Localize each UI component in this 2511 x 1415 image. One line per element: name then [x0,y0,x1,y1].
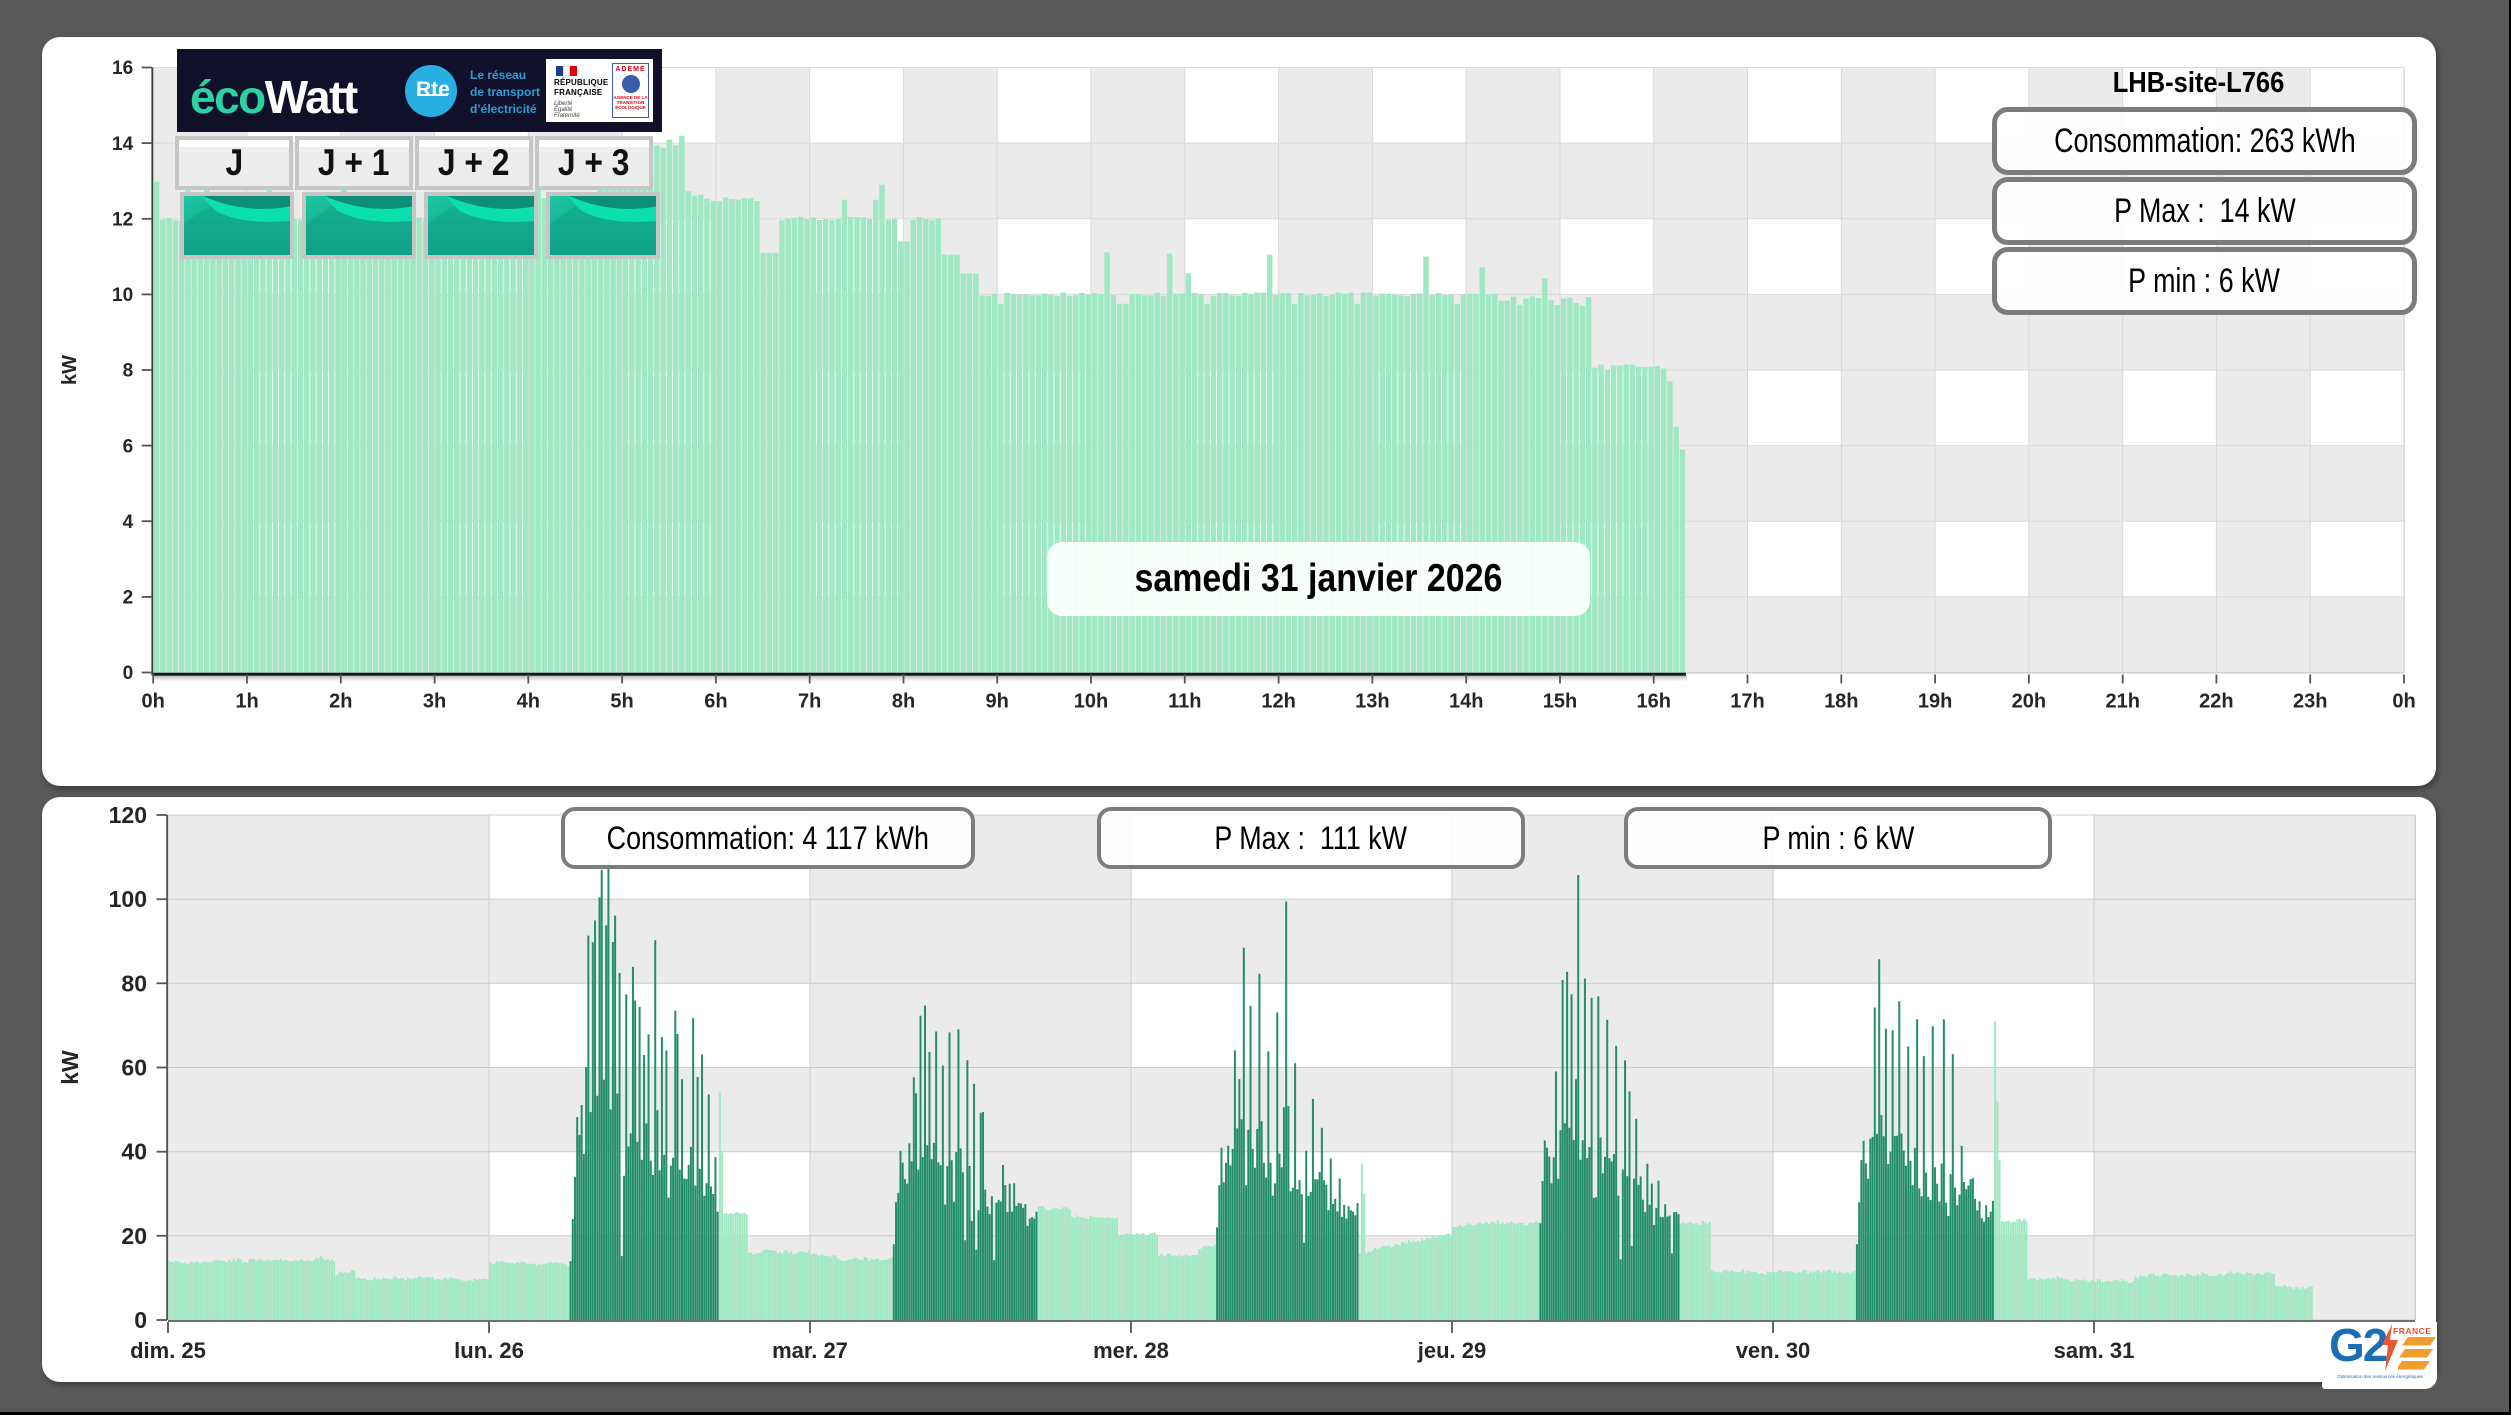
svg-text:40: 40 [121,1139,147,1165]
svg-text:5h: 5h [610,691,633,713]
svg-text:14: 14 [112,134,134,155]
svg-text:3h: 3h [423,691,446,713]
svg-text:23h: 23h [2293,691,2327,713]
svg-text:10: 10 [112,285,133,306]
svg-text:4: 4 [123,512,134,533]
svg-text:19h: 19h [1918,691,1952,713]
svg-text:mar. 27: mar. 27 [772,1338,848,1363]
svg-text:mer. 28: mer. 28 [1093,1338,1169,1363]
svg-text:20: 20 [121,1223,147,1249]
svg-text:6h: 6h [704,691,727,713]
svg-text:1h: 1h [235,691,258,713]
svg-text:0: 0 [123,663,134,684]
svg-text:0: 0 [134,1307,147,1333]
svg-text:17h: 17h [1730,691,1764,713]
svg-text:10h: 10h [1074,691,1108,713]
svg-text:8h: 8h [892,691,915,713]
svg-text:kW: kW [59,355,81,385]
svg-text:2: 2 [123,588,134,609]
svg-text:2h: 2h [329,691,352,713]
svg-text:20h: 20h [2012,691,2046,713]
svg-text:kW: kW [57,1050,83,1085]
svg-text:60: 60 [121,1055,147,1081]
svg-text:120: 120 [109,802,147,828]
svg-text:11h: 11h [1168,691,1201,713]
svg-text:12h: 12h [1261,691,1295,713]
svg-text:16: 16 [112,58,133,79]
svg-text:sam. 31: sam. 31 [2054,1338,2135,1363]
svg-text:16h: 16h [1636,691,1670,713]
svg-text:80: 80 [121,970,147,996]
svg-text:4h: 4h [517,691,540,713]
svg-text:dim. 25: dim. 25 [130,1338,206,1363]
svg-text:21h: 21h [2105,691,2139,713]
svg-text:0h: 0h [142,691,165,713]
svg-text:12: 12 [112,209,133,230]
svg-text:jeu. 29: jeu. 29 [1417,1338,1486,1363]
svg-text:0h: 0h [2392,691,2415,713]
svg-text:7h: 7h [798,691,821,713]
svg-text:13h: 13h [1355,691,1389,713]
svg-text:18h: 18h [1824,691,1858,713]
svg-text:8: 8 [123,361,134,382]
svg-text:14h: 14h [1449,691,1483,713]
svg-text:ven. 30: ven. 30 [1736,1338,1811,1363]
svg-text:15h: 15h [1543,691,1577,713]
svg-text:6: 6 [123,436,134,457]
svg-text:100: 100 [109,886,147,912]
svg-text:22h: 22h [2199,691,2233,713]
svg-text:9h: 9h [986,691,1009,713]
svg-text:lun. 26: lun. 26 [454,1338,524,1363]
